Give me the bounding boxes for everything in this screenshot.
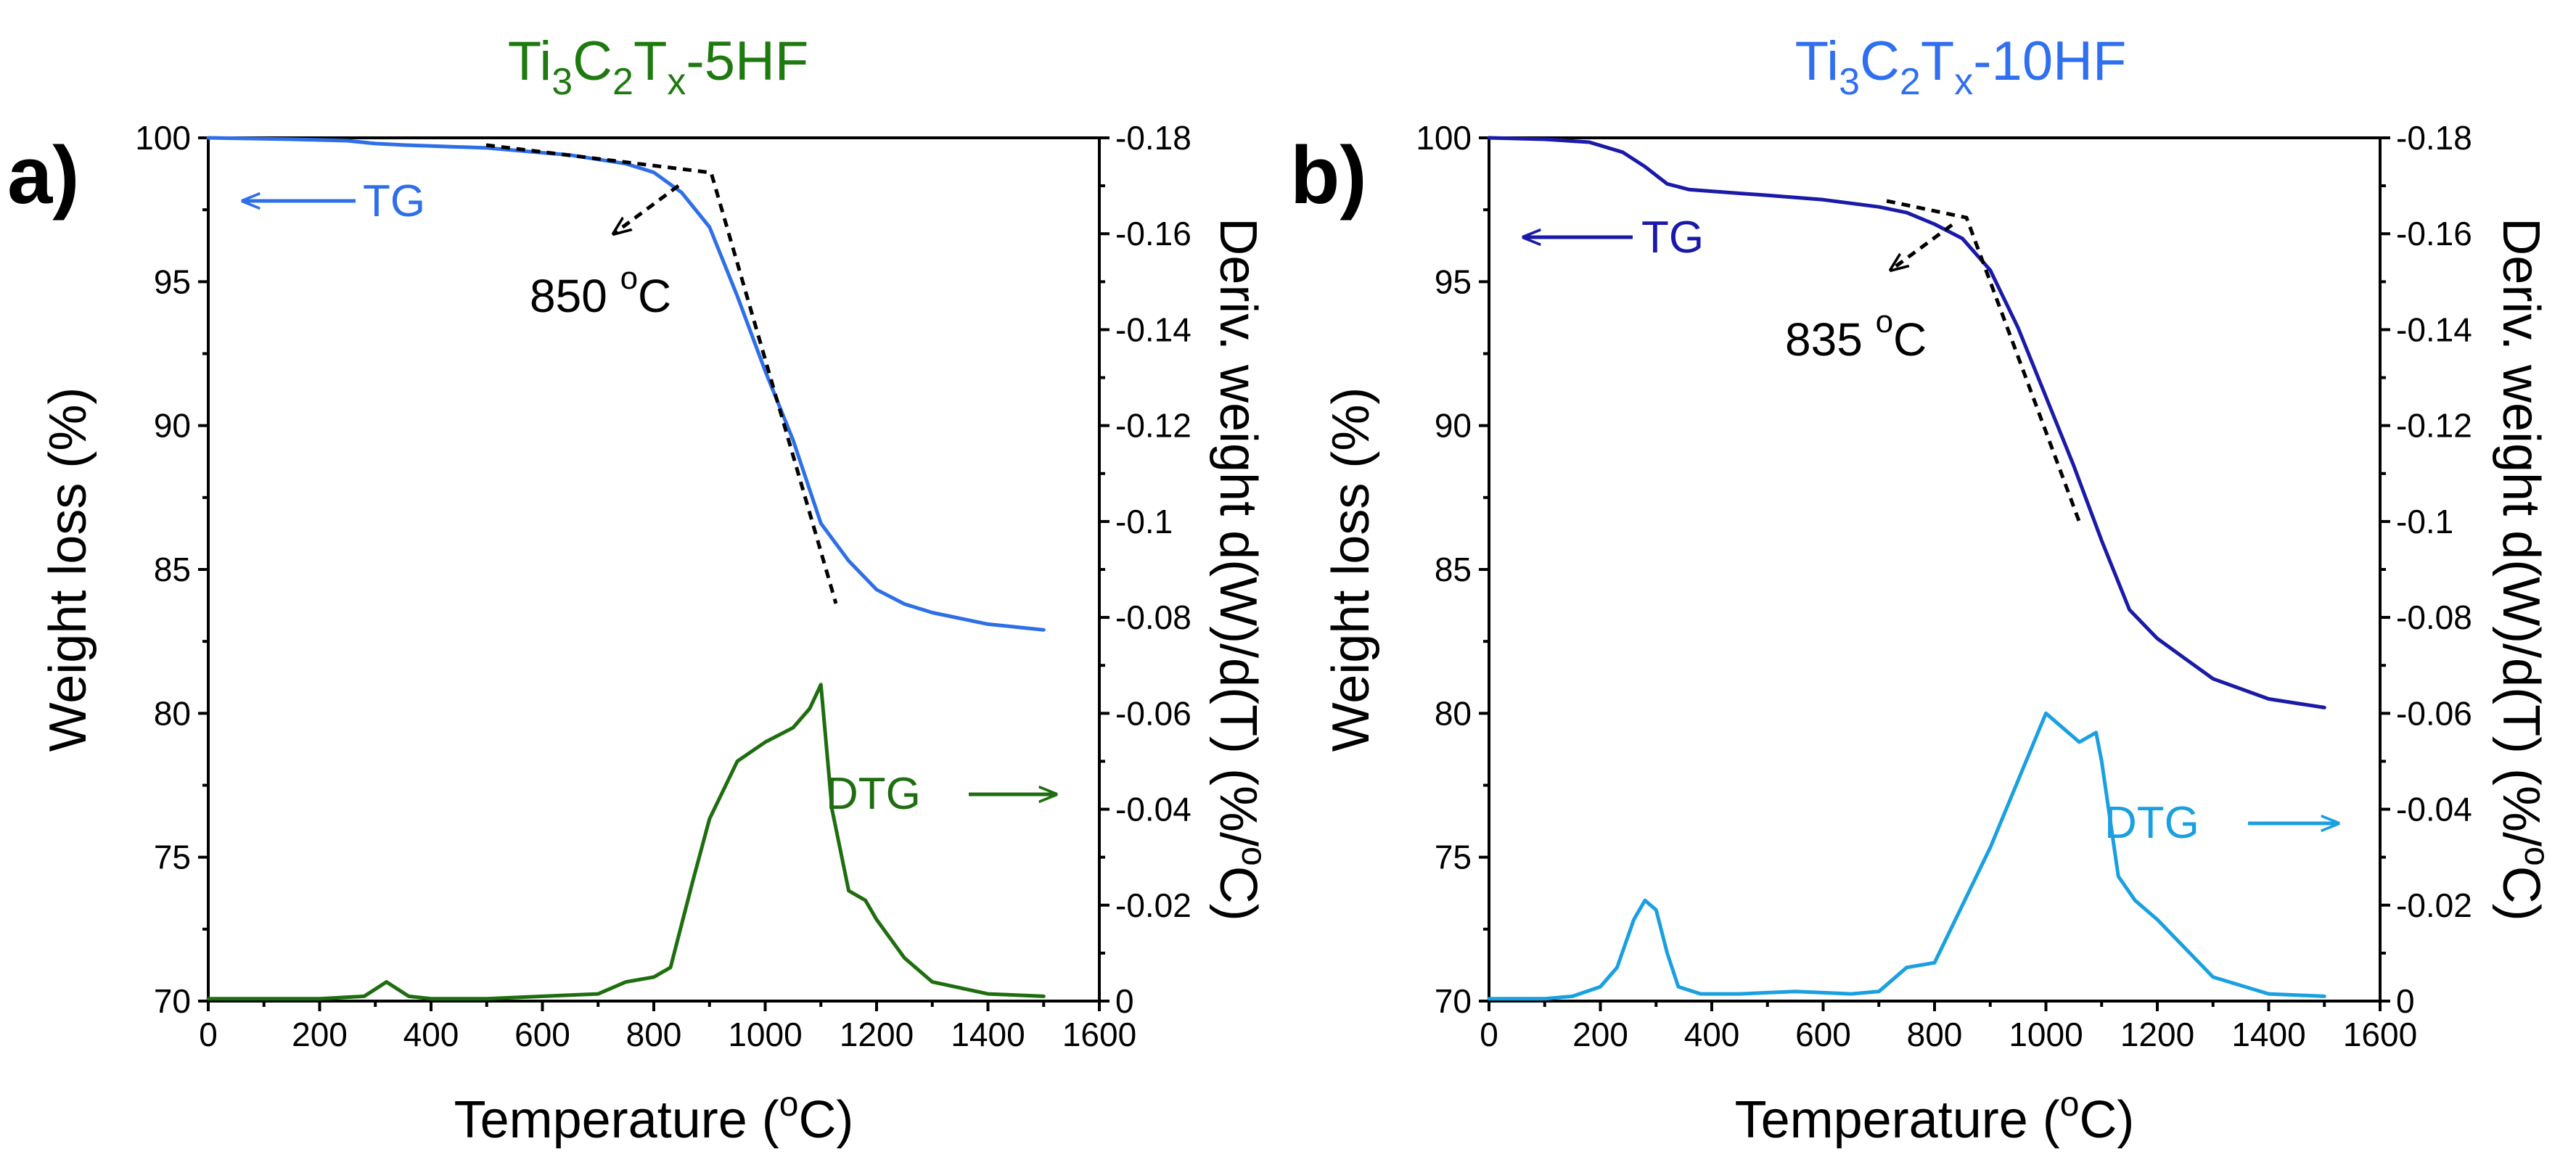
panel-b-letter: b)	[1290, 130, 1367, 221]
y-tick-label: 95	[1435, 263, 1472, 300]
y-tick-label: 75	[154, 839, 191, 876]
y2-tick-label: 0	[1115, 982, 1134, 1020]
x-tick-label: 0	[1480, 1016, 1498, 1053]
y2-tick-label: -0.1	[1115, 503, 1173, 540]
y2-tick-label: -0.12	[1115, 407, 1191, 445]
panel-b: 0 200 400 600 800 1000 1200 1400 160070758085909…	[1290, 30, 2556, 1149]
panel-a-onset-tangent	[485, 143, 838, 604]
panel-a-left-axis-title: Weight loss (%)	[39, 387, 97, 752]
y2-tick-label: -0.02	[1115, 886, 1191, 924]
y2-tick-label: -0.16	[2396, 215, 2472, 252]
panel-b-onset-tangent	[1886, 199, 2081, 522]
x-tick-label: 400	[403, 1016, 459, 1053]
x-tick-label: 1600	[2343, 1016, 2417, 1053]
x-tick-label: 1400	[2231, 1016, 2305, 1053]
panel-a-dtg-series-line	[206, 683, 1046, 1001]
y-tick-label: 80	[1435, 694, 1472, 732]
y2-tick-label: -0.04	[2396, 791, 2472, 828]
x-tick-label: 1200	[840, 1016, 914, 1053]
panel-b-tg-series-line	[1487, 136, 2326, 709]
panel-b-plot-frame	[1488, 136, 2382, 1003]
panel-a-plot-frame	[207, 136, 1101, 1003]
panel-b-tg-label: TG	[1641, 213, 1704, 263]
x-tick-label: 800	[1907, 1016, 1963, 1053]
panel-b-title: Ti3C2Tx-10HF	[1795, 30, 2127, 103]
y2-tick-label: -0.12	[2396, 407, 2472, 445]
y2-tick-label: -0.18	[1115, 119, 1191, 157]
panel-b-curves	[1487, 136, 2326, 1001]
panel-a-curves	[206, 136, 1046, 1001]
panel-b-dtg-label: DTG	[2104, 798, 2199, 848]
y2-tick-label: -0.02	[2396, 886, 2472, 924]
panel-b-ticks: 0 200 400 600 800 1000 1200 1400 160070758085909…	[1416, 119, 2472, 1053]
y-tick-label: 70	[154, 982, 191, 1020]
y2-tick-label: -0.14	[2396, 310, 2472, 348]
x-tick-label: 0	[199, 1016, 218, 1053]
x-tick-label: 1400	[951, 1016, 1025, 1053]
x-tick-label: 1600	[1062, 1016, 1136, 1053]
x-tick-label: 1200	[2120, 1016, 2194, 1053]
y2-tick-label: -0.14	[1115, 310, 1191, 348]
y-tick-label: 100	[1416, 119, 1472, 157]
y-tick-label: 90	[1435, 407, 1472, 445]
panel-a-x-axis-title: Temperature (oC)	[454, 1085, 854, 1149]
y2-tick-label: -0.08	[2396, 598, 2472, 636]
panel-b-left-axis-title: Weight loss (%)	[1322, 387, 1380, 752]
panel-a: 0 200 400 600 800 1000 1200 1400 160070758085909…	[7, 30, 1273, 1149]
y-tick-label: 90	[154, 407, 191, 445]
panel-a-dtg-label: DTG	[826, 769, 921, 819]
panel-a-title: Ti3C2Tx-5HF	[508, 30, 809, 103]
x-tick-label: 200	[292, 1016, 348, 1053]
y2-tick-label: -0.04	[1115, 791, 1191, 828]
panel-b-x-axis-title: Temperature (oC)	[1735, 1085, 2135, 1149]
y2-tick-label: -0.1	[2396, 503, 2453, 540]
y-tick-label: 80	[154, 694, 191, 732]
x-tick-label: 800	[626, 1016, 682, 1053]
x-tick-label: 600	[514, 1016, 570, 1053]
y-tick-label: 85	[154, 551, 191, 588]
y-tick-label: 100	[135, 119, 191, 157]
panel-a-onset-arrow	[614, 184, 680, 234]
x-tick-label: 200	[1572, 1016, 1628, 1053]
panel-a-onset-label: 850 oC	[530, 260, 671, 322]
y2-tick-label: -0.06	[1115, 694, 1191, 732]
panel-a-tg-series-line	[206, 136, 1046, 632]
panel-a-letter: a)	[7, 130, 80, 221]
y2-tick-label: -0.16	[1115, 215, 1191, 252]
panel-b-right-axis-title: Deriv. weight d(W)/d(T) (%/oC)	[2492, 218, 2556, 921]
panel-b-dtg-series-line	[1487, 711, 2326, 1001]
panel-a-ticks: 0 200 400 600 800 1000 1200 1400 160070758085909…	[135, 119, 1191, 1053]
x-tick-label: 1000	[728, 1016, 802, 1053]
x-tick-label: 400	[1684, 1016, 1740, 1053]
y-tick-label: 95	[154, 263, 191, 300]
panel-a-right-axis-title: Deriv. weight d(W)/d(T) (%/oC)	[1209, 218, 1273, 921]
panel-b-onset-label: 835 oC	[1785, 304, 1927, 366]
y2-tick-label: -0.06	[2396, 694, 2472, 732]
panel-a-tg-label: TG	[363, 176, 425, 226]
y2-tick-label: 0	[2396, 982, 2415, 1020]
y-tick-label: 75	[1435, 839, 1472, 876]
panel-b-onset-arrow	[1891, 223, 1953, 270]
y2-tick-label: -0.18	[2396, 119, 2472, 157]
y-tick-label: 85	[1435, 551, 1472, 588]
x-tick-label: 1000	[2009, 1016, 2083, 1053]
x-tick-label: 600	[1795, 1016, 1851, 1053]
y2-tick-label: -0.08	[1115, 598, 1191, 636]
y-tick-label: 70	[1435, 982, 1472, 1020]
